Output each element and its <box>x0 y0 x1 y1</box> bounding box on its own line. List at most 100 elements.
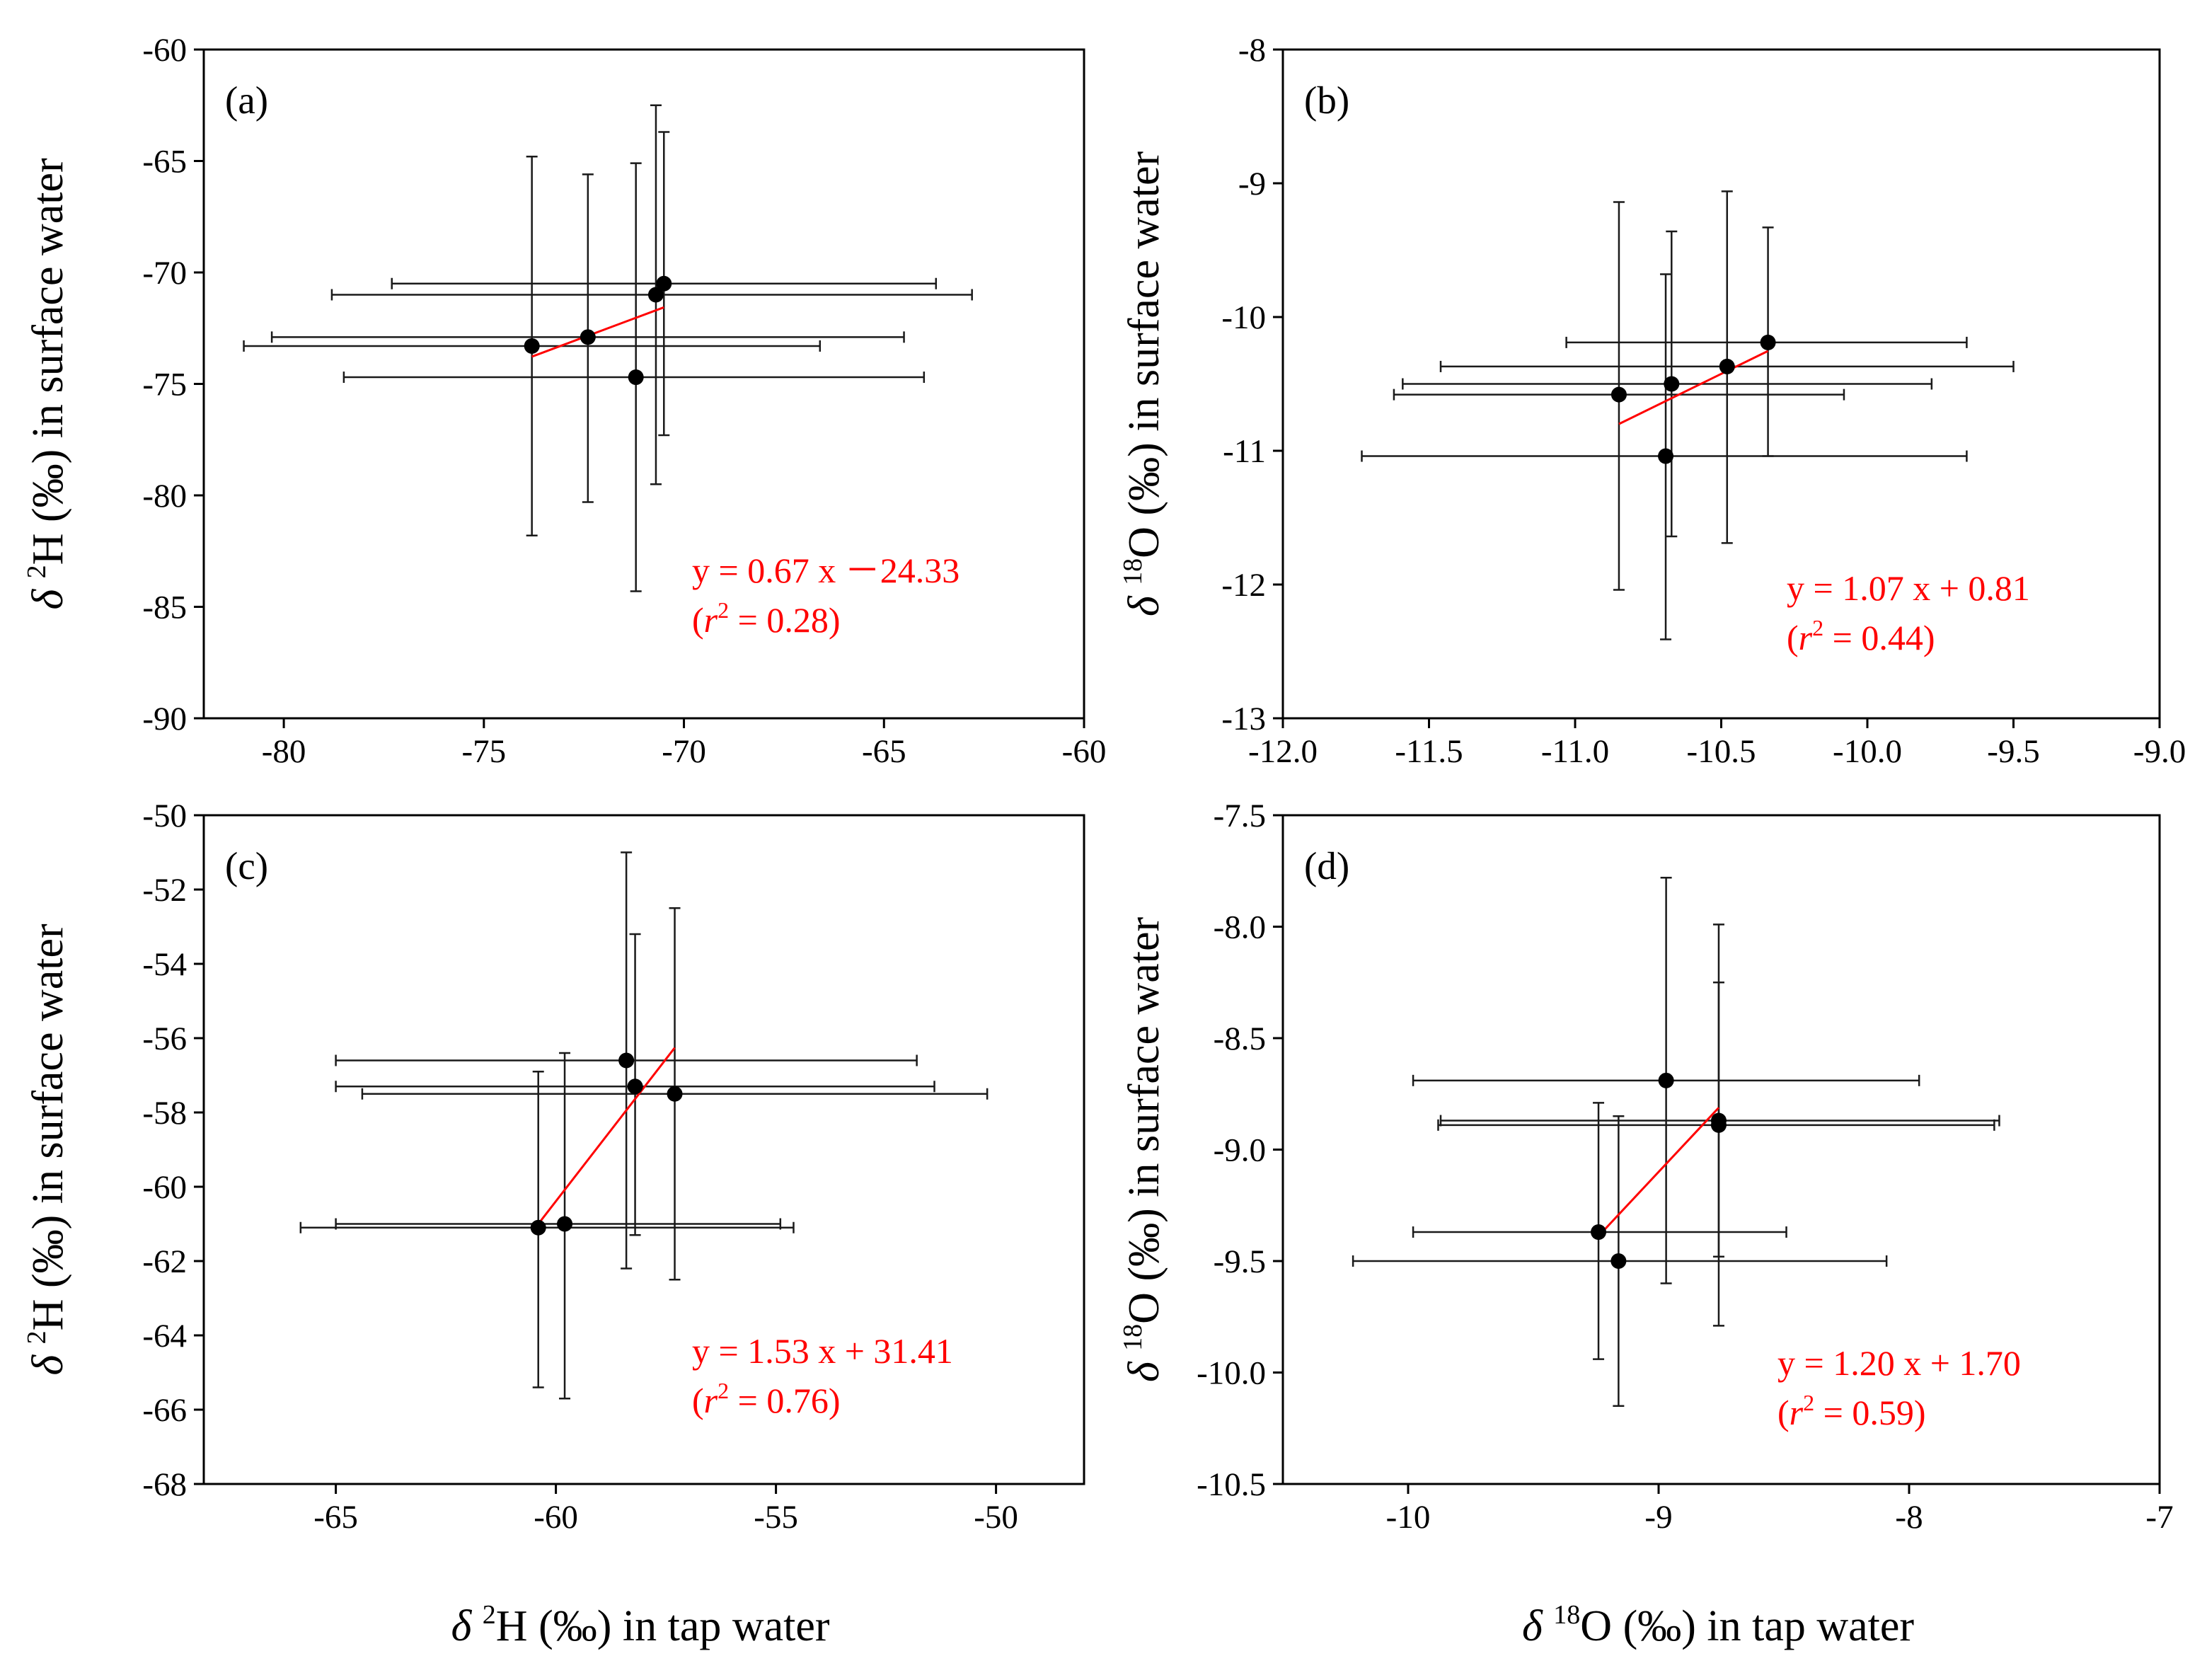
y-tick-label: -9 <box>1238 166 1266 202</box>
panels-layer: -80 -75 -70 -65 -60 -90 -85 -80 -75 -70 -65 -60 (a) δ… <box>22 32 2186 1536</box>
y-tick-label: -8 <box>1238 32 1266 69</box>
y-tick-label: -70 <box>142 255 187 292</box>
x-axis-title-left: δ 2H (‰) in tap water <box>451 1600 829 1650</box>
y-tick-label: -7.5 <box>1214 798 1266 834</box>
y-tick-label: -56 <box>142 1020 187 1057</box>
y-axis-title: δ 18O (‰) in surface water <box>1118 151 1168 617</box>
y-tick-label: -10.5 <box>1197 1466 1266 1503</box>
y-axis-title: δ 2H (‰) in surface water <box>22 924 72 1376</box>
y-tick-label: -12 <box>1221 567 1266 604</box>
regression-line <box>531 306 664 358</box>
panel-b: -12.0 -11.5 -11.0 -10.5 -10.0 -9.5 -9.0 -13 -12 -… <box>1118 32 2186 770</box>
regression-equation: y = 1.53 x + 31.41 <box>692 1331 953 1371</box>
panel-label: (a) <box>225 79 268 122</box>
plot-frame <box>202 814 1085 1485</box>
data-point <box>1610 386 1627 403</box>
y-tick-label: -66 <box>142 1392 187 1429</box>
data-point <box>557 1216 573 1232</box>
y-tick-label: -8.5 <box>1214 1020 1266 1057</box>
x-tick-label: -75 <box>461 733 506 770</box>
r-squared: (r2 = 0.28) <box>692 597 840 640</box>
panel-a: -80 -75 -70 -65 -60 -90 -85 -80 -75 -70 -65 -60 (a) δ… <box>22 32 1106 770</box>
regression-line <box>537 1047 676 1225</box>
regression-line <box>1597 1107 1720 1237</box>
x-tick-label: -50 <box>974 1499 1018 1536</box>
y-tick-label: -60 <box>142 32 187 69</box>
y-tick-label: -90 <box>142 701 187 737</box>
data-point <box>627 1078 643 1095</box>
y-tick-label: -11 <box>1223 433 1266 470</box>
plot-frame <box>202 48 1085 720</box>
x-tick-label: -60 <box>1062 733 1107 770</box>
y-axis-title: δ 2H (‰) in surface water <box>22 158 72 610</box>
y-tick-label: -80 <box>142 478 187 514</box>
panel-c: -65 -60 -55 -50 -68 -66 -64 -62 -60 -58 -56 -54 -52 -… <box>22 798 1085 1536</box>
data-point <box>530 1219 546 1236</box>
y-tick-label: -13 <box>1221 701 1266 737</box>
x-tick-label: -12.0 <box>1248 733 1318 770</box>
y-tick-label: -75 <box>142 367 187 403</box>
regression-line <box>1618 350 1769 425</box>
y-tick-label: -62 <box>142 1243 187 1280</box>
x-tick-label: -55 <box>754 1499 798 1536</box>
data-point <box>656 275 672 292</box>
x-tick-label: -70 <box>662 733 706 770</box>
data-point <box>647 287 664 303</box>
y-tick-label: -64 <box>142 1318 187 1354</box>
y-tick-label: -10.0 <box>1197 1355 1266 1392</box>
data-point <box>1591 1224 1607 1241</box>
x-tick-label: -65 <box>862 733 906 770</box>
y-tick-label: -68 <box>142 1466 187 1503</box>
data-point <box>1664 376 1680 392</box>
data-point <box>618 1052 635 1069</box>
data-point <box>580 329 596 345</box>
x-tick-label: -9.5 <box>1987 733 2039 770</box>
data-point <box>524 338 540 354</box>
data-point <box>1658 448 1674 464</box>
x-tick-label: -10.5 <box>1687 733 1756 770</box>
y-tick-label: -9.5 <box>1214 1243 1266 1280</box>
data-point <box>1710 1117 1727 1133</box>
data-point <box>667 1086 683 1102</box>
y-tick-label: -85 <box>142 589 187 626</box>
plot-frame <box>1281 814 2161 1485</box>
y-tick-label: -10 <box>1221 299 1266 336</box>
panel-label: (b) <box>1304 79 1349 122</box>
x-tick-label: -60 <box>534 1499 578 1536</box>
regression-equation: y = 1.20 x + 1.70 <box>1777 1343 2021 1383</box>
data-point <box>628 369 644 386</box>
y-tick-label: -54 <box>142 946 187 983</box>
y-tick-label: -9.0 <box>1214 1132 1266 1169</box>
r-squared: (r2 = 0.59) <box>1777 1390 1925 1432</box>
r-squared: (r2 = 0.76) <box>692 1378 840 1420</box>
r-squared: (r2 = 0.44) <box>1787 615 1935 657</box>
x-tick-label: -80 <box>262 733 306 770</box>
x-tick-label: -11.5 <box>1395 733 1463 770</box>
regression-equation: y = 1.07 x + 0.81 <box>1787 568 2030 608</box>
data-point <box>1658 1072 1674 1088</box>
panel-label: (c) <box>225 844 268 887</box>
y-tick-label: -52 <box>142 872 187 909</box>
y-tick-label: -8.0 <box>1214 909 1266 946</box>
data-point <box>1760 334 1776 350</box>
x-tick-label: -8 <box>1895 1499 1923 1536</box>
data-point <box>1610 1253 1627 1269</box>
panel-label: (d) <box>1304 844 1349 887</box>
y-tick-label: -65 <box>142 144 187 180</box>
y-tick-label: -50 <box>142 798 187 834</box>
panel-d: -10 -9 -8 -7 -10.5 -10.0 -9.5 -9.0 -8.5 -8.0 -7.5 (… <box>1118 798 2174 1536</box>
x-tick-label: -11.0 <box>1541 733 1609 770</box>
y-axis-title: δ 18O (‰) in surface water <box>1118 917 1168 1383</box>
x-tick-label: -9.0 <box>2133 733 2186 770</box>
y-tick-label: -60 <box>142 1169 187 1206</box>
x-tick-label: -7 <box>2145 1499 2173 1536</box>
x-axis-title-right: δ 18O (‰) in tap water <box>1522 1600 1914 1650</box>
y-tick-label: -58 <box>142 1095 187 1132</box>
x-tick-label: -10 <box>1386 1499 1431 1536</box>
regression-equation: y = 0.67 x －24.33 <box>692 551 960 590</box>
x-tick-label: -9 <box>1644 1499 1672 1536</box>
x-tick-label: -10.0 <box>1833 733 1902 770</box>
data-point <box>1719 358 1735 374</box>
x-tick-label: -65 <box>313 1499 358 1536</box>
